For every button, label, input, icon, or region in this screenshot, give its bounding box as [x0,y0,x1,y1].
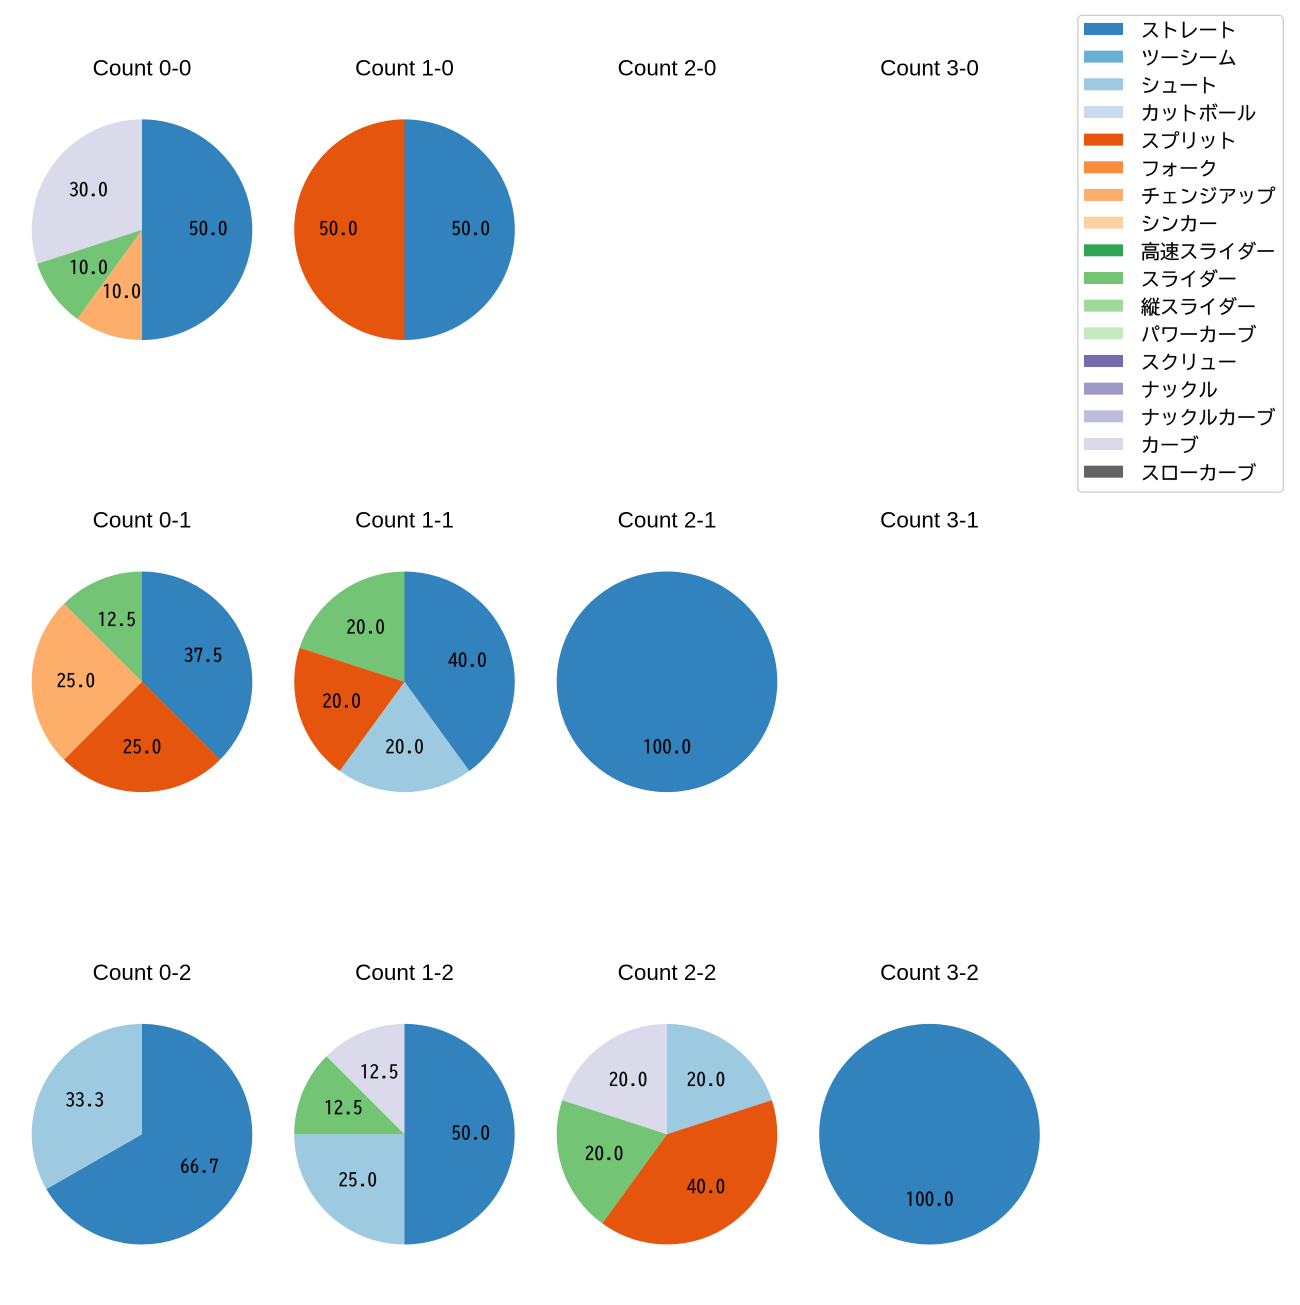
svg-text:Count 0-2: Count 0-2 [93,960,192,985]
svg-text:Count 2-0: Count 2-0 [618,56,717,81]
svg-text:Count 3-1: Count 3-1 [880,508,979,533]
svg-text:Count 3-2: Count 3-2 [880,960,979,985]
svg-text:Count 0-1: Count 0-1 [93,508,192,533]
svg-text:Count 3-0: Count 3-0 [880,56,979,81]
svg-text:Count 1-0: Count 1-0 [355,56,454,81]
svg-text:Count 1-1: Count 1-1 [355,508,454,533]
svg-text:Count 2-2: Count 2-2 [618,960,717,985]
svg-text:Count 2-1: Count 2-1 [618,508,717,533]
svg-text:Count 0-0: Count 0-0 [93,56,192,81]
svg-text:Count 1-2: Count 1-2 [355,960,454,985]
